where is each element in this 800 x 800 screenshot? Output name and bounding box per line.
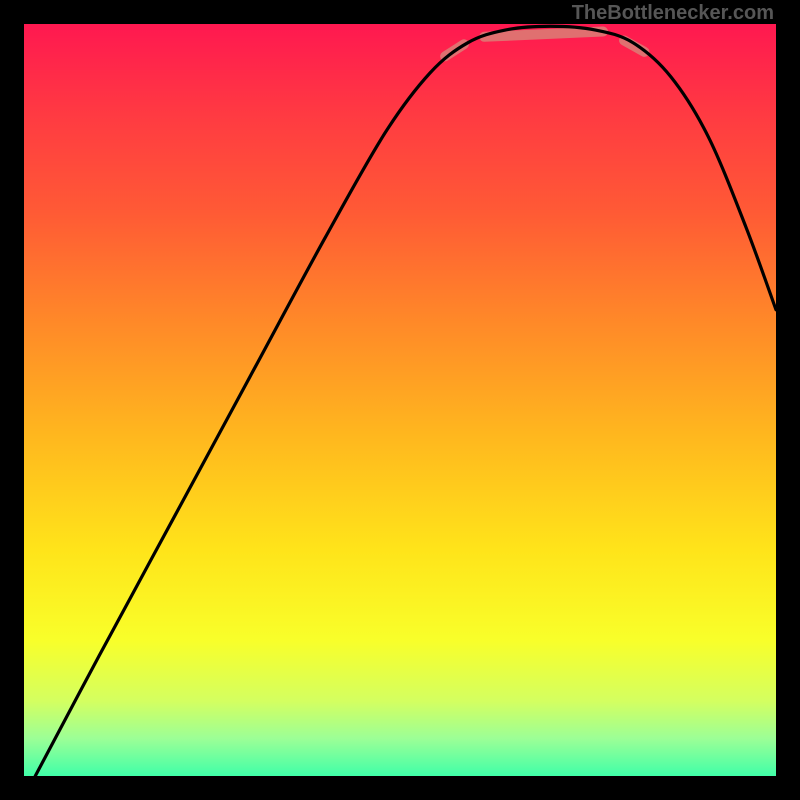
chart-root: TheBottlenecker.com: [0, 0, 800, 800]
plot-area: [24, 24, 776, 776]
curve-path: [35, 26, 776, 776]
curve-layer: [24, 24, 776, 776]
watermark-text: TheBottlenecker.com: [572, 2, 774, 25]
